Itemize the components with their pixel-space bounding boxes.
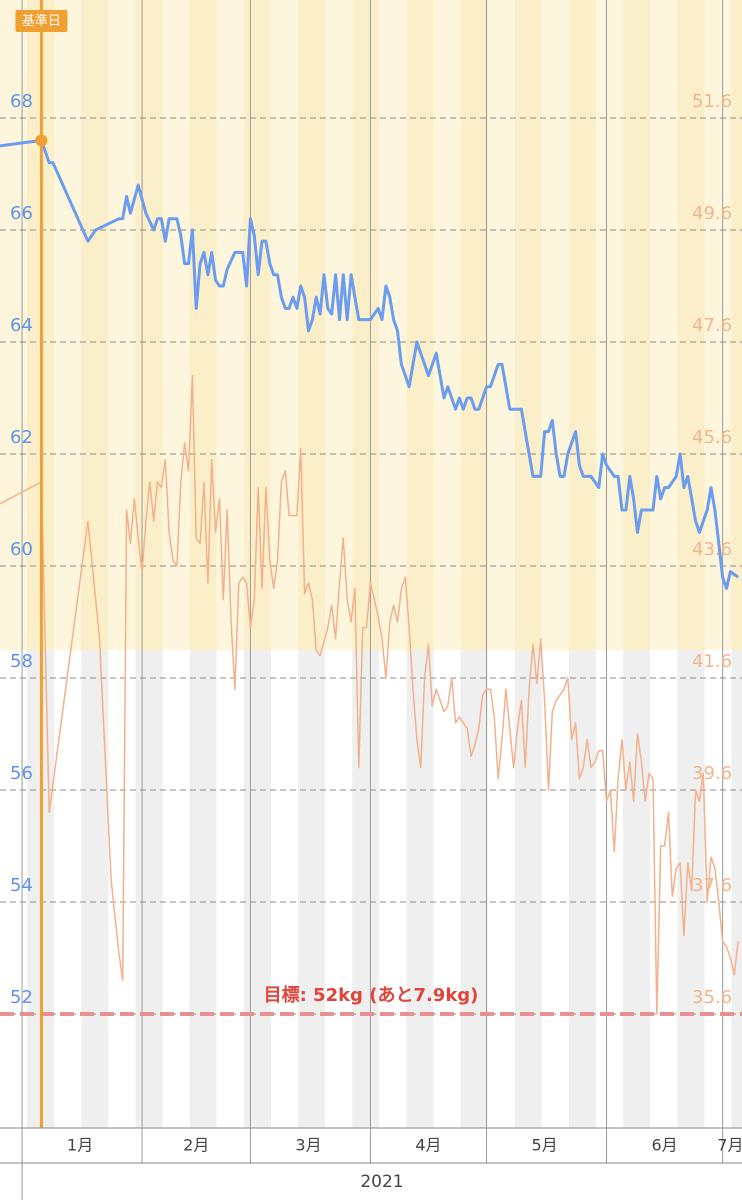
week-stripe [189, 650, 217, 1128]
week-stripe [433, 0, 461, 650]
y-tick-label: 60 [10, 539, 33, 560]
y-tick-label: 68 [10, 91, 33, 112]
week-stripe [54, 650, 82, 1128]
y-tick-label: 64 [10, 315, 33, 336]
week-stripe [623, 0, 651, 650]
reference-label: 基準日 [22, 13, 61, 29]
week-stripe [189, 0, 217, 650]
y2-tick-label: 45.6 [692, 427, 732, 448]
x-tick-label: 1月 [67, 1136, 93, 1155]
week-stripe [243, 0, 271, 650]
week-stripe [433, 650, 461, 1128]
week-stripe [568, 0, 597, 650]
week-stripe [298, 650, 326, 1128]
reference-badge [15, 10, 68, 32]
week-stripe [135, 0, 163, 650]
week-stripe [379, 0, 407, 650]
y-tick-label: 58 [10, 651, 33, 672]
week-stripe [81, 650, 109, 1128]
week-stripe [352, 650, 380, 1128]
week-stripe [81, 0, 109, 650]
week-stripe [406, 650, 434, 1128]
series-line [0, 374, 739, 1015]
week-stripe [487, 650, 515, 1128]
reference-point [35, 134, 48, 147]
y-tick-label: 54 [10, 875, 33, 896]
week-stripe [514, 650, 542, 1128]
week-stripe [216, 650, 244, 1128]
week-stripe [541, 0, 569, 650]
y2-tick-label: 43.6 [692, 539, 732, 560]
y-tick-label: 66 [10, 203, 33, 224]
y-tick-label: 62 [10, 427, 33, 448]
week-stripe [650, 0, 678, 650]
background [0, 0, 742, 1128]
week-stripe [325, 0, 353, 650]
y2-tick-label: 39.6 [692, 763, 732, 784]
week-stripe [135, 650, 163, 1128]
week-stripe [0, 650, 28, 1128]
week-stripe [243, 650, 271, 1128]
week-stripe [325, 650, 353, 1128]
week-stripe [379, 650, 407, 1128]
week-stripe [270, 650, 299, 1128]
week-stripe [108, 650, 136, 1128]
week-stripe [54, 0, 82, 650]
week-stripe [568, 650, 597, 1128]
week-stripe [270, 0, 299, 650]
week-stripe [677, 0, 705, 650]
week-stripe [487, 0, 515, 650]
y2-tick-label: 37.6 [692, 875, 732, 896]
x-tick-label: 2月 [183, 1136, 209, 1155]
x-tick-label: 4月 [415, 1136, 441, 1155]
series-line [0, 138, 739, 590]
y2-tick-label: 41.6 [692, 651, 732, 672]
y2-tick-label: 47.6 [692, 315, 732, 336]
week-stripe [162, 650, 190, 1128]
plot [0, 0, 742, 1128]
week-stripe [0, 0, 28, 650]
week-stripe [731, 650, 742, 1128]
year-label: 2021 [360, 1172, 403, 1192]
goal-label: 目標: 52kg (あと7.9kg) [264, 984, 479, 1006]
week-stripe [596, 650, 624, 1128]
y2-tick-label: 51.6 [692, 91, 732, 112]
x-tick-label: 3月 [295, 1136, 321, 1155]
week-stripe [108, 0, 136, 650]
week-stripe [460, 650, 488, 1128]
week-stripe [731, 0, 742, 650]
y-tick-label: 56 [10, 763, 33, 784]
week-stripe [406, 0, 434, 650]
x-tick-label: 6月 [651, 1136, 677, 1155]
week-stripe [596, 0, 624, 650]
y-tick-label: 52 [10, 987, 33, 1008]
y2-tick-label: 35.6 [692, 987, 732, 1008]
week-stripe [162, 0, 190, 650]
week-stripe [623, 650, 651, 1128]
week-stripe [352, 0, 380, 650]
week-stripe [460, 0, 488, 650]
labels: 52 54 56 58 60 62 64 66 68 35.6 37.6 39.6 41.6 43.6 45… [10, 10, 742, 1155]
x-tick-label: 5月 [532, 1136, 558, 1155]
y2-tick-label: 49.6 [692, 203, 732, 224]
week-stripe [514, 0, 542, 650]
x-tick-label: 7月 [717, 1136, 742, 1155]
